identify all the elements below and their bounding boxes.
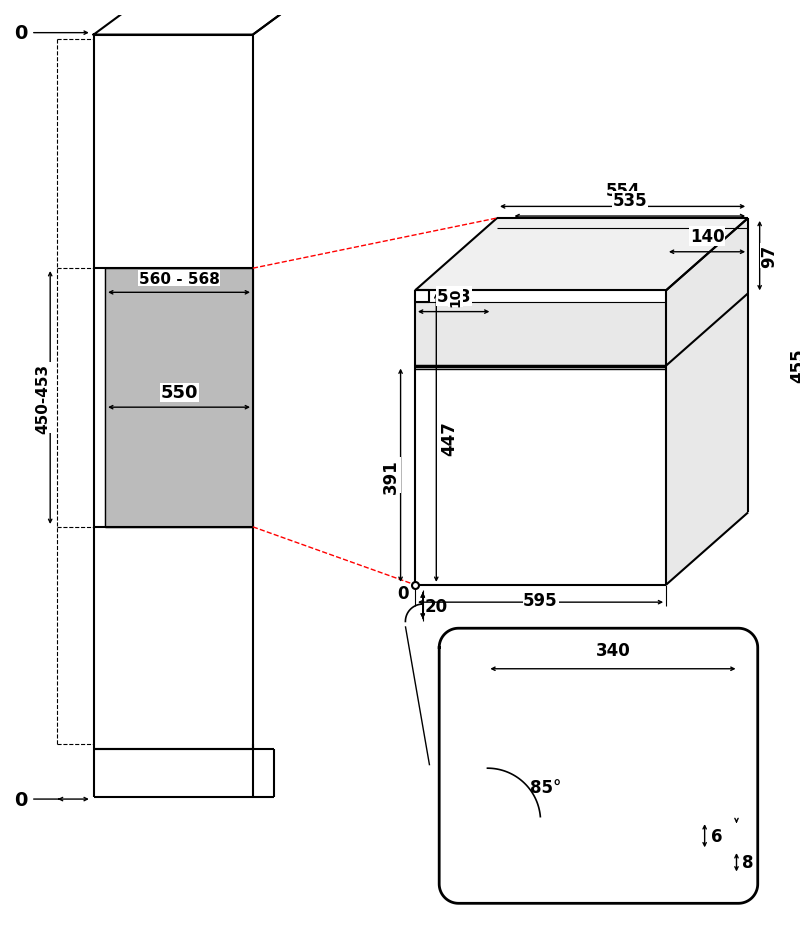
Text: 0: 0 [14,24,28,43]
Text: 85°: 85° [530,779,561,797]
Text: 447: 447 [440,420,458,456]
Polygon shape [439,629,758,903]
Text: 450-453: 450-453 [35,363,50,433]
Polygon shape [415,302,666,366]
Text: 535: 535 [613,192,647,210]
Text: 10: 10 [449,287,462,306]
Polygon shape [415,219,748,291]
Text: 140: 140 [690,227,724,246]
Text: 553: 553 [436,287,471,305]
Text: 8: 8 [742,854,754,871]
Polygon shape [94,8,290,36]
Text: 455: 455 [790,348,800,383]
Text: 0: 0 [14,790,28,809]
Text: 0: 0 [398,584,410,602]
Text: 595: 595 [523,592,558,609]
Text: 6: 6 [711,826,723,845]
Text: 550: 550 [160,384,198,402]
Text: 554: 554 [606,182,640,199]
Polygon shape [666,219,748,585]
Polygon shape [106,269,253,527]
Text: 340: 340 [595,641,630,659]
Text: 560 - 568: 560 - 568 [138,271,219,286]
Text: 97: 97 [760,244,778,268]
Text: 391: 391 [382,459,400,493]
Text: 20: 20 [425,597,448,615]
